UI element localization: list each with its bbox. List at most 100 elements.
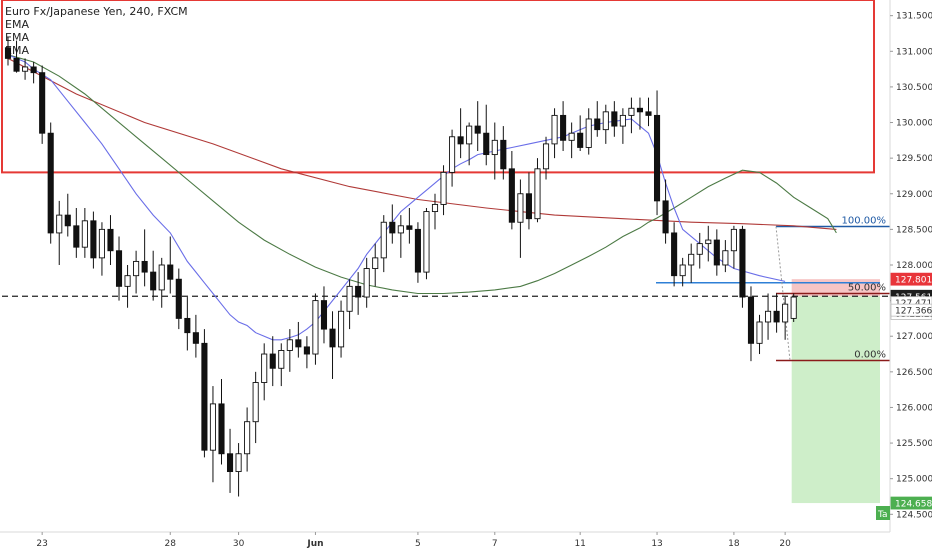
candle-body [397, 225, 404, 234]
candle [594, 101, 601, 137]
candle [551, 108, 558, 159]
candle-body [423, 211, 430, 273]
resistance-zone[interactable] [1, 0, 875, 174]
candle [295, 321, 302, 358]
candle-body [98, 228, 105, 259]
candle-body [739, 228, 746, 298]
candle [286, 329, 293, 372]
candle-body [671, 232, 678, 277]
candle-body [713, 239, 720, 266]
candle-body [133, 260, 140, 277]
candle-body [64, 214, 71, 227]
candle [560, 101, 567, 152]
candle [756, 314, 763, 355]
price-tag-box [890, 303, 932, 317]
candle-body [594, 118, 601, 131]
candle-body [363, 268, 370, 298]
candle-body [628, 107, 635, 116]
candle [218, 378, 225, 465]
price-tag-box [890, 272, 932, 286]
candle-body [269, 353, 276, 369]
indicator-ema-2[interactable]: EMA [5, 31, 29, 44]
candle-body [261, 353, 268, 383]
candle [688, 243, 695, 283]
candle-body [192, 332, 199, 344]
price-tag: 127.801 [890, 272, 932, 286]
time-tick-label: 20 [779, 539, 791, 549]
time-tick-label: 23 [36, 539, 47, 549]
candle-body [175, 278, 182, 319]
candle-body [491, 139, 498, 156]
price-tick-label: 128.500 [896, 225, 932, 235]
candle [4, 37, 12, 66]
candle-body [457, 136, 464, 145]
candle [696, 232, 703, 269]
candle-body [602, 111, 609, 131]
candle-body [320, 300, 328, 330]
candle-body [730, 228, 737, 252]
candle-body [13, 57, 20, 72]
price-tick-label: 129.000 [896, 190, 932, 200]
indicator-ema-1[interactable]: EMA [5, 18, 29, 31]
candle-body [773, 310, 780, 323]
candle [209, 386, 217, 483]
candle-body [619, 114, 626, 127]
candle-body [380, 221, 387, 259]
candle-body [312, 300, 319, 355]
candle-body [722, 250, 729, 266]
candle-body [158, 264, 165, 291]
candle [765, 293, 772, 340]
candle [577, 115, 584, 152]
candle-body [534, 168, 541, 220]
candle [525, 172, 532, 230]
candle-body [611, 111, 618, 127]
corner-badge-label: Ta [877, 510, 888, 520]
candle-body [22, 66, 29, 72]
candle [175, 268, 182, 330]
candle-body [560, 114, 567, 141]
candle [30, 61, 37, 84]
candle [542, 136, 550, 180]
candle [22, 58, 29, 80]
candle-body [355, 285, 362, 298]
candle-body [141, 260, 148, 273]
candle-body [653, 114, 661, 202]
price-tick-label: 131.500 [896, 12, 932, 22]
candle-body [47, 132, 54, 234]
candle [39, 65, 46, 144]
chart-title: Euro Fx/Japanese Yen, 240, FXCM [5, 5, 188, 18]
candle-body [474, 125, 481, 134]
candle-body [645, 111, 652, 116]
candle [320, 286, 328, 344]
candle [423, 208, 430, 280]
candle-body [705, 239, 712, 245]
candle [73, 208, 80, 258]
candle-body [440, 171, 447, 205]
time-axis: 23 28 30 Jun 5 7 11 13 18 20 [0, 531, 890, 549]
candle [636, 97, 644, 130]
candle [81, 208, 88, 258]
candle-body [508, 168, 515, 223]
candle [500, 126, 507, 180]
candle-body [218, 403, 225, 455]
ema-fast-line [7, 54, 786, 341]
candle [235, 443, 242, 497]
candle [628, 97, 635, 134]
fib-level-label: 0.00% [854, 349, 886, 360]
candle [192, 314, 199, 358]
candle-body [244, 421, 251, 455]
time-tick-label: 28 [165, 539, 177, 549]
candle [380, 215, 387, 273]
candle-body [765, 310, 772, 323]
candle [474, 101, 481, 152]
candle-body [81, 220, 88, 248]
candle [226, 428, 234, 493]
candle-body [30, 66, 37, 74]
candle [252, 371, 259, 444]
short-position-target-zone[interactable] [791, 296, 880, 504]
candle [713, 229, 720, 276]
candle-body [679, 264, 686, 277]
ema-mid-line [7, 54, 837, 295]
candle [329, 311, 336, 379]
